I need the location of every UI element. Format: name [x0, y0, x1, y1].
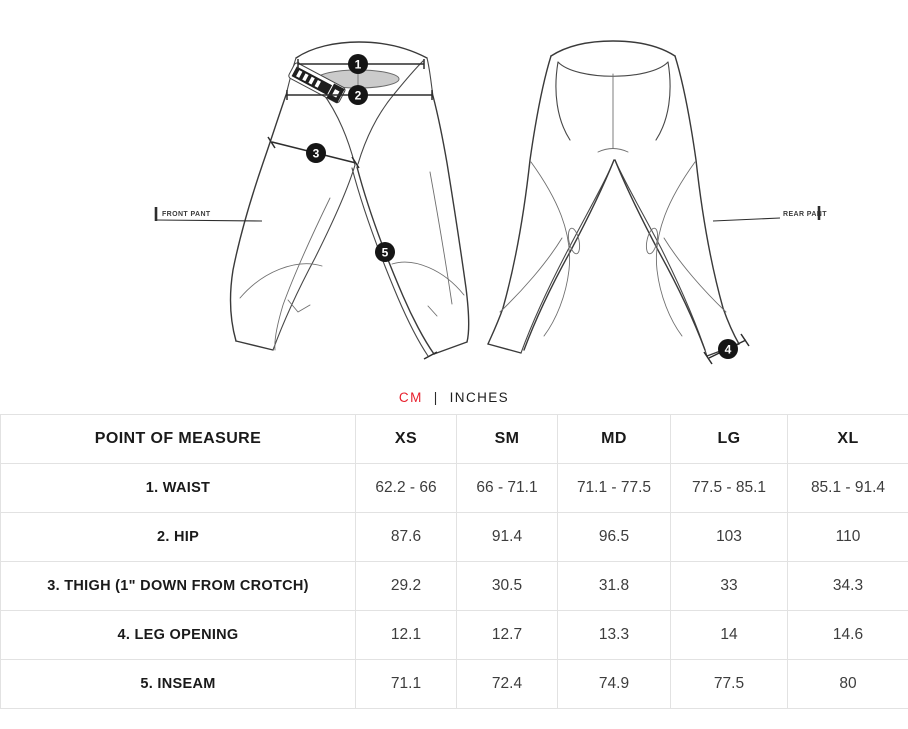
front-pant-label: FRONT PANT	[162, 211, 211, 218]
table-row-waist: 1. WAIST 62.2 - 66 66 - 71.1 71.1 - 77.5…	[0, 463, 908, 513]
unit-toggle: CM | INCHES	[0, 380, 908, 414]
badge-waist: 1	[348, 54, 368, 74]
size-value: 71.1	[355, 659, 457, 709]
size-value: 34.3	[787, 561, 908, 611]
badge-hip: 2	[348, 85, 368, 105]
badge-thigh-number: 3	[313, 147, 320, 161]
row-label: 2. HIP	[0, 512, 356, 562]
rear-pant-label: REAR PANT	[783, 211, 827, 218]
col-header-point-of-measure: POINT OF MEASURE	[0, 414, 356, 464]
badge-inseam: 5	[375, 242, 395, 262]
size-value: 14	[670, 610, 788, 660]
table-header-row: POINT OF MEASURE XS SM MD LG XL	[0, 414, 908, 464]
size-value: 62.2 - 66	[355, 463, 457, 513]
size-value: 13.3	[557, 610, 671, 660]
size-value: 12.1	[355, 610, 457, 660]
size-value: 14.6	[787, 610, 908, 660]
badge-waist-number: 1	[355, 58, 362, 72]
row-label: 5. INSEAM	[0, 659, 356, 709]
size-value: 30.5	[456, 561, 558, 611]
size-value: 85.1 - 91.4	[787, 463, 908, 513]
size-value: 80	[787, 659, 908, 709]
size-value: 71.1 - 77.5	[557, 463, 671, 513]
row-label: 3. THIGH (1" DOWN FROM CROTCH)	[0, 561, 356, 611]
waist-strap-detail	[288, 62, 346, 104]
size-value: 110	[787, 512, 908, 562]
pants-line-art: FRONT PANT REAR PANT 1 2 3	[154, 40, 827, 365]
table-row-inseam: 5. INSEAM 71.1 72.4 74.9 77.5 80	[0, 659, 908, 709]
rear-pant-drawing	[487, 40, 750, 365]
size-value: 31.8	[557, 561, 671, 611]
col-header-xs: XS	[355, 414, 457, 464]
pants-measurement-diagram: FRONT PANT REAR PANT 1 2 3	[154, 40, 827, 365]
size-value: 66 - 71.1	[456, 463, 558, 513]
front-pant-callout: FRONT PANT	[154, 207, 263, 222]
badge-thigh: 3	[306, 143, 326, 163]
badge-leg-opening: 4	[718, 339, 738, 359]
size-value: 77.5	[670, 659, 788, 709]
col-header-xl: XL	[787, 414, 908, 464]
size-chart-table: POINT OF MEASURE XS SM MD LG XL 1. WAIST…	[0, 414, 908, 709]
col-header-sm: SM	[456, 414, 558, 464]
unit-divider: |	[433, 389, 439, 405]
table-row-hip: 2. HIP 87.6 91.4 96.5 103 110	[0, 512, 908, 562]
col-header-lg: LG	[670, 414, 788, 464]
size-value: 96.5	[557, 512, 671, 562]
table-row-thigh: 3. THIGH (1" DOWN FROM CROTCH) 29.2 30.5…	[0, 561, 908, 611]
size-value: 72.4	[456, 659, 558, 709]
col-header-md: MD	[557, 414, 671, 464]
row-label: 1. WAIST	[0, 463, 356, 513]
size-value: 74.9	[557, 659, 671, 709]
rear-pant-callout: REAR PANT	[712, 206, 827, 222]
badge-inseam-number: 5	[382, 246, 389, 260]
size-value: 103	[670, 512, 788, 562]
badge-hip-number: 2	[355, 89, 362, 103]
row-label: 4. LEG OPENING	[0, 610, 356, 660]
unit-option-cm[interactable]: CM	[398, 389, 423, 405]
size-value: 77.5 - 85.1	[670, 463, 788, 513]
size-value: 12.7	[456, 610, 558, 660]
badge-leg-opening-number: 4	[725, 343, 732, 357]
unit-option-inches[interactable]: INCHES	[449, 389, 510, 405]
size-value: 91.4	[456, 512, 558, 562]
size-value: 33	[670, 561, 788, 611]
table-row-leg-opening: 4. LEG OPENING 12.1 12.7 13.3 14 14.6	[0, 610, 908, 660]
size-value: 29.2	[355, 561, 457, 611]
size-value: 87.6	[355, 512, 457, 562]
